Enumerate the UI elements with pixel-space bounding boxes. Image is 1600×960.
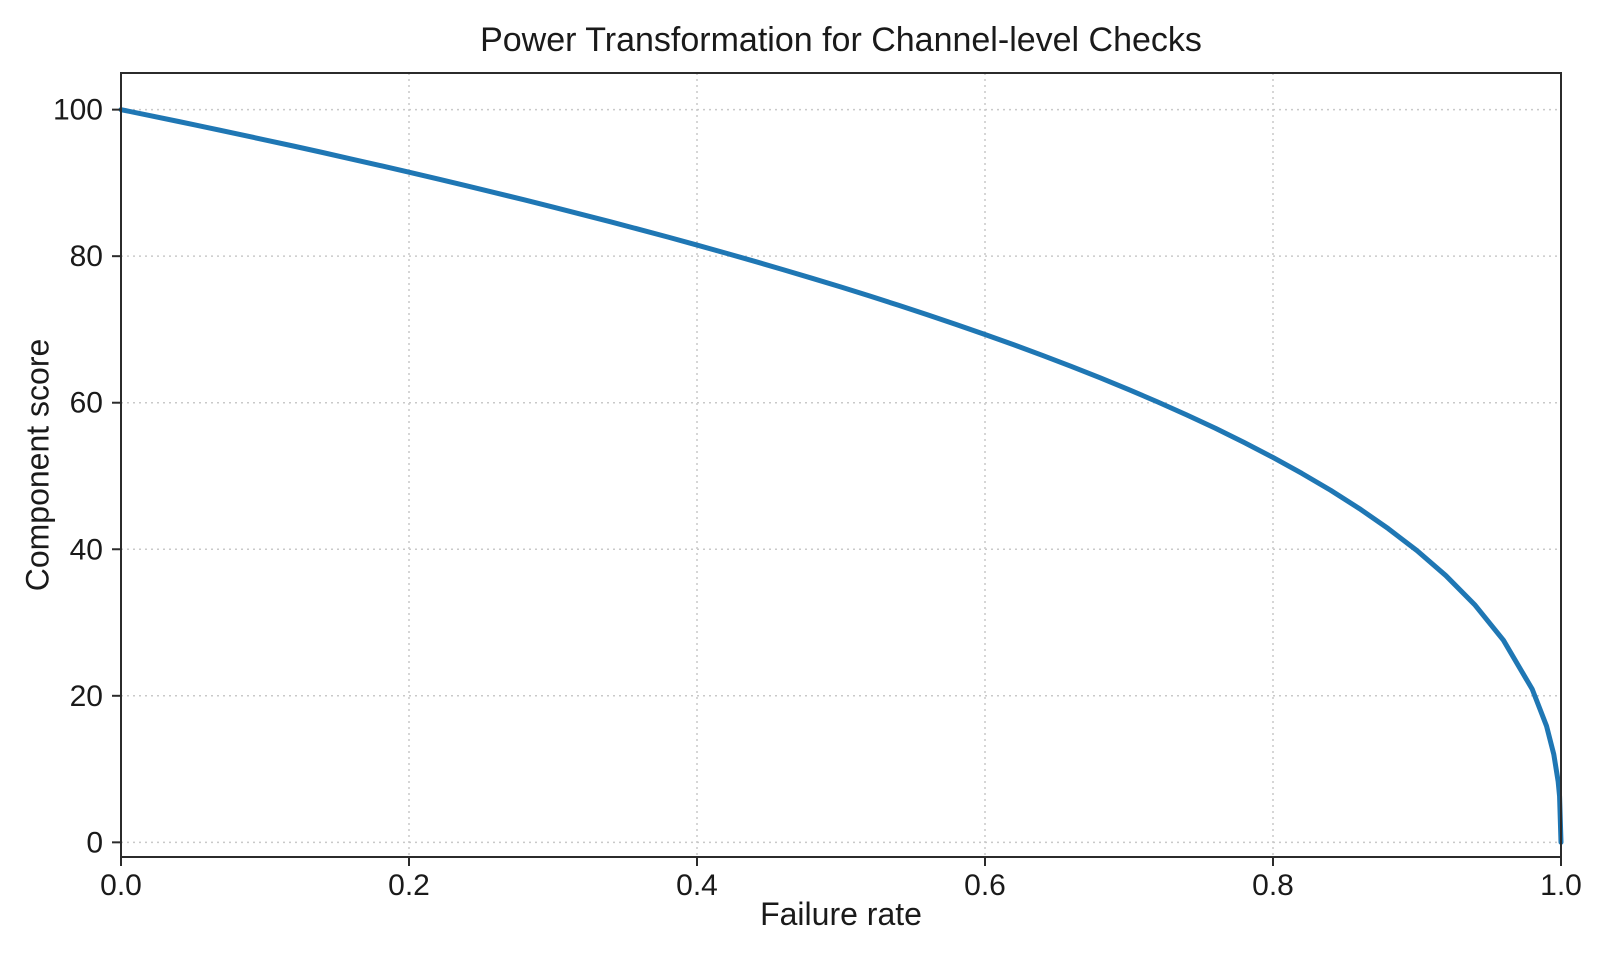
x-axis-label: Failure rate bbox=[760, 896, 922, 932]
y-axis-label: Component score bbox=[19, 338, 56, 592]
x-tick-label: 1.0 bbox=[1540, 869, 1582, 902]
y-axis-ticks bbox=[112, 108, 121, 844]
x-tick-label: 0.0 bbox=[100, 869, 142, 902]
x-tick-labels: 0.0 0.2 0.4 0.6 0.8 1.0 bbox=[100, 869, 1582, 902]
y-tick-label: 60 bbox=[70, 387, 103, 420]
y-tick-labels: 0 20 40 60 80 100 bbox=[53, 94, 103, 860]
x-tick-label: 0.2 bbox=[388, 869, 430, 902]
plot-border bbox=[120, 72, 1562, 858]
x-axis-ticks bbox=[120, 857, 1562, 866]
x-tick-label: 0.4 bbox=[676, 869, 718, 902]
x-tick-label: 0.6 bbox=[964, 869, 1006, 902]
series-line bbox=[118, 107, 1564, 845]
y-tick-label: 100 bbox=[53, 94, 103, 127]
x-tick-label: 0.8 bbox=[1252, 869, 1294, 902]
grid-lines bbox=[120, 73, 1562, 857]
y-tick-label: 80 bbox=[70, 240, 103, 273]
y-tick-label: 40 bbox=[70, 533, 103, 566]
y-tick-label: 0 bbox=[86, 826, 103, 859]
chart-title: Power Transformation for Channel-level C… bbox=[480, 21, 1202, 59]
y-tick-label: 20 bbox=[70, 680, 103, 713]
